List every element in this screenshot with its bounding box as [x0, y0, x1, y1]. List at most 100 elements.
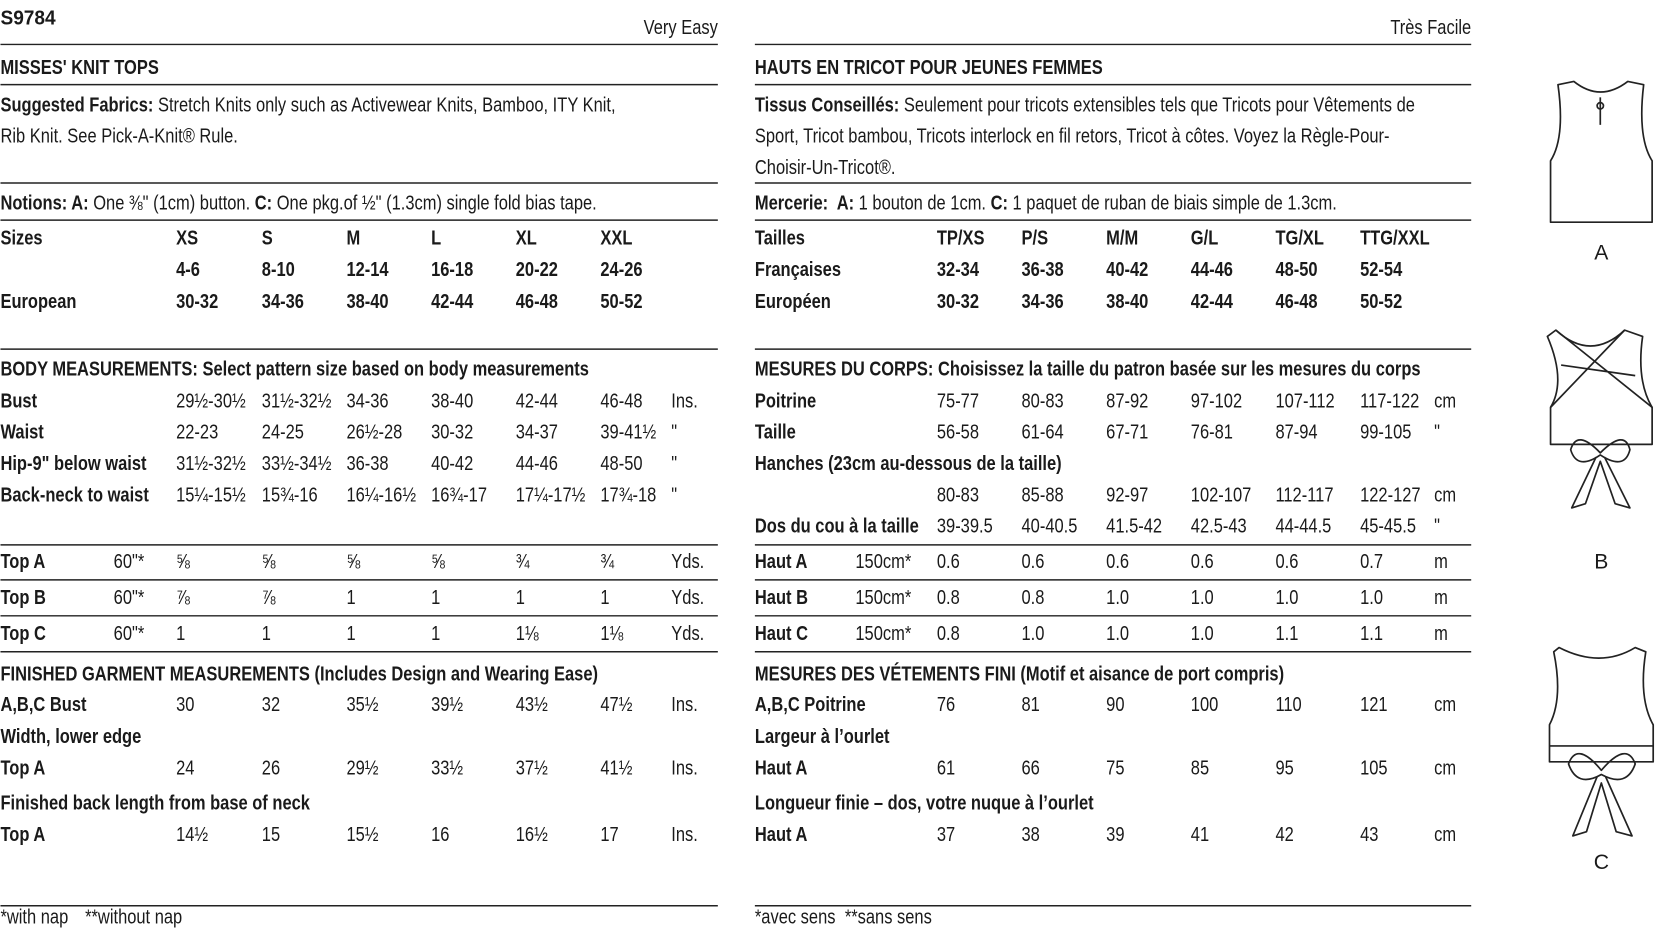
row-label: Top B — [0, 586, 45, 609]
cell: 39-41½ — [600, 420, 656, 443]
cell: 95 — [1275, 756, 1293, 779]
cell: 52-54 — [1360, 258, 1403, 281]
cell: 8-10 — [262, 258, 295, 281]
unit: " — [1434, 514, 1440, 537]
cell: 1.0 — [1022, 622, 1045, 645]
row-label: Hip-9" below waist — [0, 451, 146, 474]
cell: 26½-28 — [346, 420, 402, 443]
cell: 92-97 — [1106, 483, 1148, 506]
cell: 30-32 — [176, 289, 218, 312]
cell: 0.6 — [1191, 550, 1214, 573]
view-label: B — [1594, 550, 1608, 573]
cell: 39½ — [431, 692, 463, 715]
cell: 0.8 — [937, 586, 960, 609]
cell: 61-64 — [1022, 420, 1064, 443]
cell: 87-94 — [1275, 420, 1317, 443]
cell: 1 — [176, 622, 185, 645]
cell: 48-50 — [1275, 258, 1317, 281]
row-label: Haut B — [755, 586, 808, 609]
unit: Ins. — [671, 756, 698, 779]
cell: 0.6 — [1022, 550, 1045, 573]
cell: 37 — [937, 823, 955, 846]
row-label: Françaises — [755, 258, 841, 281]
cell: 15¾-16 — [262, 483, 318, 506]
cell: TP/XS — [937, 226, 985, 249]
cell: 29½-30½ — [176, 389, 246, 412]
cell: L — [431, 226, 441, 249]
row-label: Top A — [0, 756, 45, 779]
row-label: Dos du cou à la taille — [755, 514, 919, 537]
row-label: Largeur à l’ourlet — [755, 724, 890, 747]
cell: 61 — [937, 756, 955, 779]
cell: 1.0 — [1275, 586, 1298, 609]
unit: cm — [1434, 692, 1456, 715]
fabrics-part: Stretch Knits only such as Activewear Kn… — [158, 93, 616, 116]
unit: cm — [1434, 483, 1456, 506]
unit: m — [1434, 586, 1448, 609]
cell: 40-40.5 — [1022, 514, 1078, 537]
section-title: HAUTS EN TRICOT POUR JEUNES FEMMES — [755, 55, 1103, 78]
cell: 0.7 — [1360, 550, 1383, 573]
unit: Yds. — [671, 586, 704, 609]
cell: XXL — [600, 226, 632, 249]
cell: P/S — [1022, 226, 1049, 249]
cell: 1 — [346, 586, 355, 609]
cell: 38-40 — [346, 289, 388, 312]
cell: 29½ — [346, 756, 378, 779]
cell: 16-18 — [431, 258, 473, 281]
cell: 1 — [600, 586, 609, 609]
cell: 1⅛ — [600, 622, 624, 645]
unit: Yds. — [671, 622, 704, 645]
cell: 0.6 — [1275, 550, 1298, 573]
cell: 31½-32½ — [176, 451, 246, 474]
fabrics-part: Tissus Conseillés: — [755, 93, 899, 116]
cell: 12-14 — [346, 258, 389, 281]
row-label: Haut A — [755, 756, 807, 779]
cell: 36-38 — [1022, 258, 1064, 281]
section-heading: MESURES DES VÉTEMENTS FINI (Motif et ais… — [755, 662, 1284, 685]
unit: cm — [1434, 389, 1456, 412]
cell: 15½ — [346, 823, 378, 846]
cell: 40-42 — [1106, 258, 1148, 281]
cell: 26 — [262, 756, 280, 779]
cell: 42-44 — [431, 289, 474, 312]
cell: TG/XL — [1275, 226, 1324, 249]
fabric-width: 60"* — [114, 586, 145, 609]
cell: 38-40 — [1106, 289, 1148, 312]
cell: ⅝ — [262, 550, 276, 573]
row-label: Top A — [0, 550, 45, 573]
cell: 0.8 — [937, 622, 960, 645]
cell: 0.6 — [1106, 550, 1129, 573]
notions-part: Notions: A: — [0, 191, 88, 214]
cell: 15¼-15½ — [176, 483, 246, 506]
unit: Yds. — [671, 550, 704, 573]
unit: Ins. — [671, 823, 698, 846]
cell: 121 — [1360, 692, 1388, 715]
cell: 1 — [431, 622, 440, 645]
cell: 34-36 — [346, 389, 388, 412]
row-label: Haut A — [755, 550, 807, 573]
cell: 110 — [1275, 692, 1301, 715]
row-label: Tailles — [755, 226, 805, 249]
row-label: Top A — [0, 823, 45, 846]
cell: 24-26 — [600, 258, 642, 281]
row-label: Longueur finie – dos, votre nuque à l’ou… — [755, 791, 1094, 814]
cell: 14½ — [176, 823, 208, 846]
unit: m — [1434, 622, 1448, 645]
cell: 15 — [262, 823, 280, 846]
fabric-width: 150cm* — [855, 550, 911, 573]
footnote: *with nap — [0, 905, 68, 928]
cell: 1.1 — [1360, 622, 1383, 645]
cell: 20-22 — [516, 258, 558, 281]
cell: 85 — [1191, 756, 1209, 779]
cell: 87-92 — [1106, 389, 1148, 412]
notions: Notions: A: One ⅜" (1cm) button. C: One … — [0, 191, 596, 214]
cell: 43 — [1360, 823, 1378, 846]
unit: " — [671, 451, 677, 474]
cell: 1.0 — [1106, 622, 1129, 645]
cell: 16½ — [516, 823, 548, 846]
row-label: Taille — [755, 420, 796, 443]
notions-part: One pkg.of ½" (1.3cm) single fold bias t… — [277, 191, 597, 214]
cell: 85-88 — [1022, 483, 1064, 506]
